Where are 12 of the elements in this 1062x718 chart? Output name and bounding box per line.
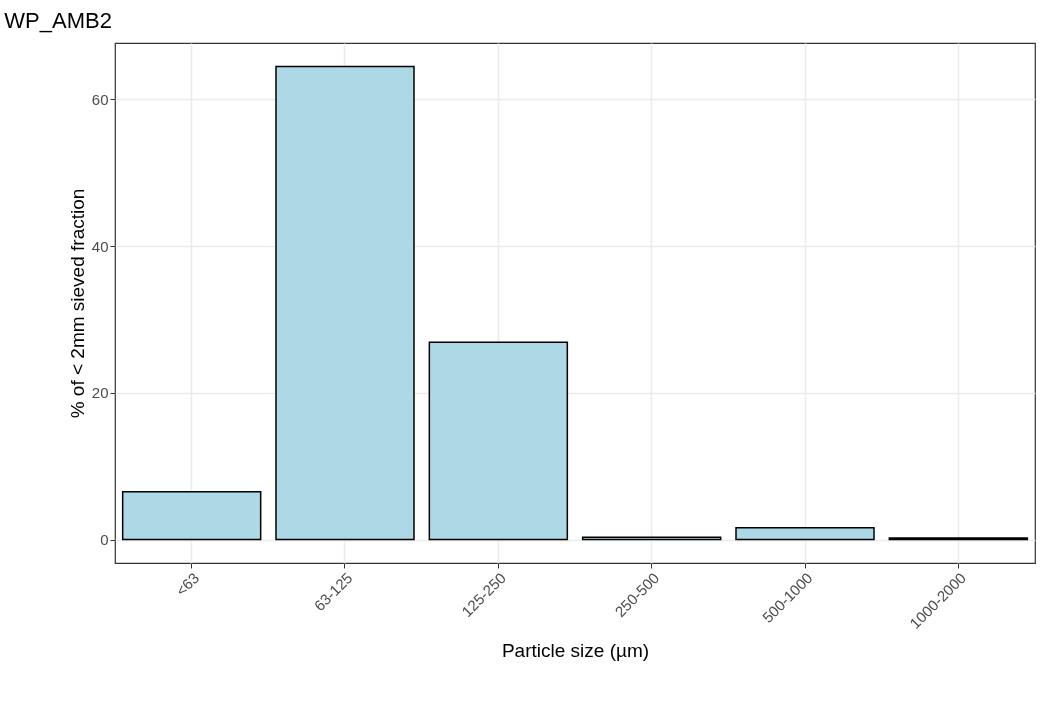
bar xyxy=(275,65,415,541)
y-tick-label: 20 xyxy=(91,384,109,402)
y-tick-label: 60 xyxy=(91,90,109,108)
bar xyxy=(121,491,262,541)
chart-title: WP_AMB2 xyxy=(4,8,112,33)
y-tick-label: 40 xyxy=(91,237,109,255)
x-axis-title: Particle size (µm) xyxy=(501,639,650,661)
x-tick-label: <63 xyxy=(172,569,203,600)
y-tick-label: 0 xyxy=(100,531,109,549)
y-axis-title: % of < 2mm sieved fraction xyxy=(66,188,88,419)
bar xyxy=(428,341,569,541)
bar xyxy=(735,527,875,541)
